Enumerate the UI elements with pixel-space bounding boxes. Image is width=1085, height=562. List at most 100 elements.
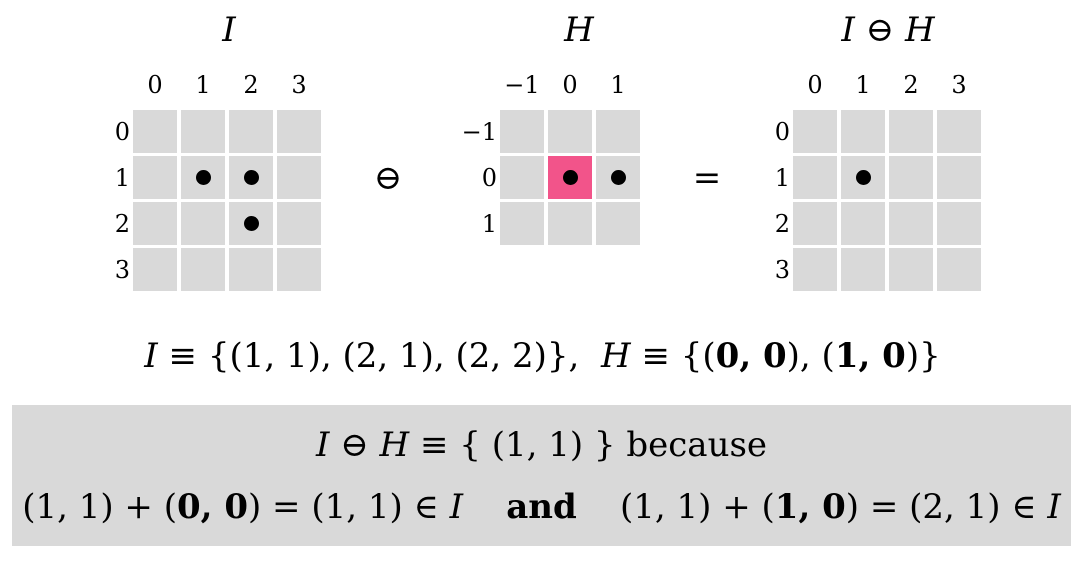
- set-h-name: H: [600, 336, 631, 376]
- grid-cell: [181, 110, 225, 153]
- col-label: 0: [147, 71, 163, 99]
- col-label: −1: [504, 71, 540, 99]
- grid-cell: [181, 248, 225, 291]
- grid-cell: [596, 202, 640, 245]
- grid-cell: [229, 156, 273, 199]
- point-dot: [243, 216, 259, 231]
- grid-cell: [889, 110, 933, 153]
- grid-cell: [793, 110, 837, 153]
- erosion-operator: ⊖: [373, 158, 403, 198]
- grid-cell: [841, 202, 885, 245]
- col-label: 2: [243, 71, 259, 99]
- row-label: −1: [461, 118, 497, 146]
- col-label: 3: [291, 71, 307, 99]
- col-label: 3: [951, 71, 967, 99]
- point-dot: [243, 170, 259, 185]
- equals-operator: =: [692, 158, 722, 198]
- check-2-offset: 1, 0: [774, 487, 846, 527]
- grid-cell: [133, 248, 177, 291]
- check-2-pre: (1, 1) + (: [620, 487, 775, 527]
- because-word: because: [626, 425, 768, 465]
- check-1-set: I: [449, 487, 463, 527]
- grid-cell: [181, 156, 225, 199]
- grid-cell: [229, 202, 273, 245]
- grid-cell: [548, 110, 592, 153]
- explanation-line-1: I ⊖ H ≡ { (1, 1) } because: [12, 425, 1071, 465]
- row-label: 1: [481, 210, 497, 238]
- set-i-name: I: [144, 336, 158, 376]
- equiv-symbol: ≡: [168, 336, 198, 376]
- col-label: 0: [562, 71, 578, 99]
- check-2-set: I: [1047, 487, 1061, 527]
- grid-cell: [229, 110, 273, 153]
- equiv-symbol-2: ≡: [641, 336, 670, 376]
- grid-cell: [889, 248, 933, 291]
- grid-cell: [841, 156, 885, 199]
- set-h-mid: ), (: [786, 336, 835, 376]
- grid-cell: [841, 110, 885, 153]
- point-dot: [562, 170, 578, 185]
- grid-cell: [937, 248, 981, 291]
- grid-cell: [937, 156, 981, 199]
- grid-cell: [133, 202, 177, 245]
- result-lhs: I ⊖ H: [315, 425, 410, 465]
- set-h-open: {(: [680, 336, 716, 376]
- row-label: 1: [114, 164, 130, 192]
- grid-cell: [841, 248, 885, 291]
- row-label: 1: [774, 164, 790, 192]
- set-h-point-2: 1, 0: [834, 336, 906, 376]
- explanation-panel: I ⊖ H ≡ { (1, 1) } because (1, 1) + (0, …: [12, 405, 1071, 546]
- grid-cell: [500, 156, 544, 199]
- check-1-pre: (1, 1) + (: [22, 487, 177, 527]
- col-label: 1: [610, 71, 626, 99]
- grid-title-i: I: [222, 10, 236, 50]
- grid-cell: [500, 110, 544, 153]
- row-label: 3: [114, 256, 130, 284]
- grid-cell: [277, 156, 321, 199]
- point-dot: [855, 170, 871, 185]
- grid-cell: [133, 156, 177, 199]
- check-2-post: ) = (2, 1) ∈: [845, 487, 1037, 527]
- grid-cell: [500, 202, 544, 245]
- check-1-offset: 0, 0: [176, 487, 248, 527]
- grid-cell: [937, 202, 981, 245]
- grid-cell: [181, 202, 225, 245]
- point-dot: [610, 170, 626, 185]
- explanation-line-2: (1, 1) + (0, 0) = (1, 1) ∈ I and (1, 1) …: [12, 487, 1071, 527]
- grid-cell: [937, 110, 981, 153]
- point-dot: [195, 170, 211, 185]
- grid-cell: [793, 248, 837, 291]
- check-1-post: ) = (1, 1) ∈: [247, 487, 439, 527]
- row-label: 0: [114, 118, 130, 146]
- grid-cell: [548, 202, 592, 245]
- and-connector: and: [506, 487, 577, 527]
- row-label: 0: [774, 118, 790, 146]
- grid-cell: [596, 110, 640, 153]
- row-label: 2: [774, 210, 790, 238]
- set-i-members: {(1, 1), (2, 1), (2, 2)},: [207, 336, 580, 376]
- grid-cell: [793, 202, 837, 245]
- result-set: { (1, 1) }: [459, 425, 616, 465]
- grid-title-h: H: [564, 10, 594, 50]
- origin-cell: [548, 156, 592, 199]
- row-label: 0: [481, 164, 497, 192]
- grid-cell: [133, 110, 177, 153]
- set-h-close: )}: [905, 336, 941, 376]
- grid-cell: [889, 202, 933, 245]
- col-label: 1: [195, 71, 211, 99]
- grid-title-result: I ⊖ H: [841, 10, 935, 50]
- grid-cell: [277, 110, 321, 153]
- col-label: 0: [807, 71, 823, 99]
- row-label: 3: [774, 256, 790, 284]
- grid-cell: [596, 156, 640, 199]
- set-h-point-1: 0, 0: [715, 336, 787, 376]
- result-equiv: ≡: [419, 425, 449, 465]
- grid-cell: [277, 202, 321, 245]
- grid-cell: [793, 156, 837, 199]
- col-label: 1: [855, 71, 871, 99]
- row-label: 2: [114, 210, 130, 238]
- grid-cell: [889, 156, 933, 199]
- grid-cell: [277, 248, 321, 291]
- set-definition: I ≡ {(1, 1), (2, 1), (2, 2)}, H ≡ {(0, 0…: [0, 336, 1085, 376]
- grid-cell: [229, 248, 273, 291]
